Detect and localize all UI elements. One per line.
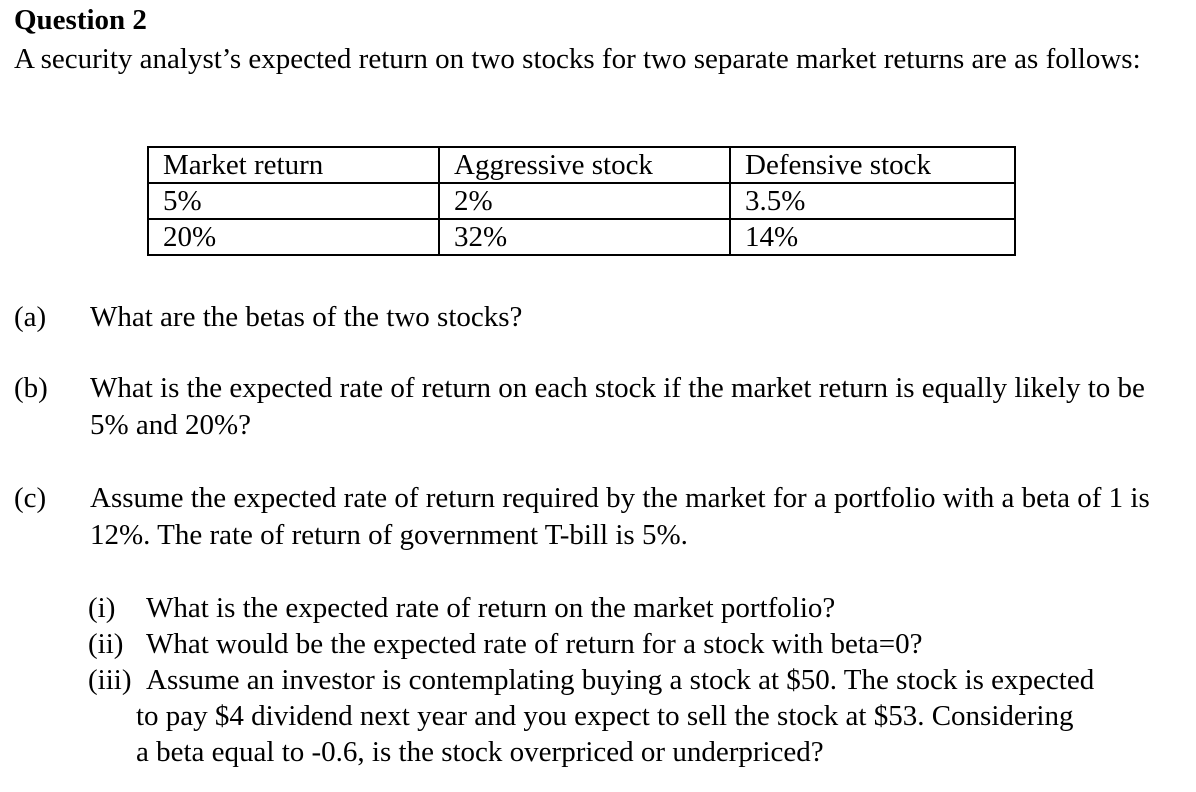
question-b-text: What is the expected rate of return on e… [90, 372, 1145, 441]
table-row: 20% 32% 14% [147, 218, 1016, 256]
table-cell: 20% [147, 218, 440, 256]
subquestion-i: (i) What is the expected rate of return o… [88, 590, 1168, 626]
table-header-row: Market return Aggressive stock Defensive… [147, 146, 1016, 184]
table-cell: 32% [438, 218, 731, 256]
subquestion-iii-line3: a beta equal to -0.6, is the stock overp… [136, 736, 824, 768]
question-a-text: What are the betas of the two stocks? [90, 301, 523, 333]
subquestion-ii-label: (ii) [88, 628, 124, 660]
question-title: Question 2 [14, 4, 147, 36]
header-market-return: Market return [147, 146, 440, 184]
subquestion-ii-text: What would be the expected rate of retur… [146, 628, 923, 660]
table-cell: 2% [438, 182, 731, 220]
question-c-label: (c) [14, 482, 47, 514]
table-cell: 3.5% [729, 182, 1016, 220]
question-c-text: Assume the expected rate of return requi… [90, 482, 1150, 551]
subquestion-i-text: What is the expected rate of return on t… [146, 592, 836, 624]
question-b-label: (b) [14, 372, 48, 404]
returns-table: Market return Aggressive stock Defensive… [147, 146, 1016, 256]
table-cell: 14% [729, 218, 1016, 256]
question-intro: A security analyst’s expected return on … [14, 43, 1141, 75]
subquestion-iii-label: (iii) [88, 664, 132, 696]
subquestion-iii-line1: Assume an investor is contemplating buyi… [146, 664, 1095, 696]
subquestion-i-label: (i) [88, 592, 116, 624]
subquestion-iii: (iii) Assume an investor is contemplating… [88, 662, 1168, 770]
table-cell: 5% [147, 182, 440, 220]
subquestion-ii: (ii) What would be the expected rate of r… [88, 626, 1168, 662]
header-aggressive-stock: Aggressive stock [438, 146, 731, 184]
subquestion-iii-line2: to pay $4 dividend next year and you exp… [136, 700, 1074, 732]
header-defensive-stock: Defensive stock [729, 146, 1016, 184]
question-a-label: (a) [14, 301, 47, 333]
table-row: 5% 2% 3.5% [147, 182, 1016, 220]
